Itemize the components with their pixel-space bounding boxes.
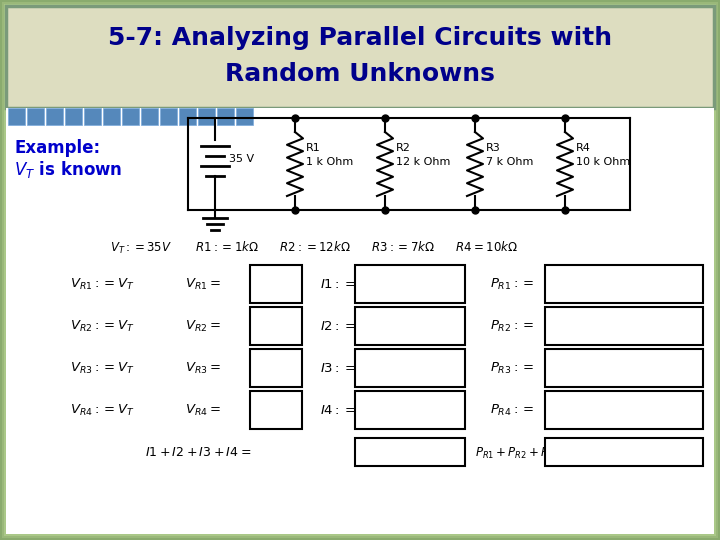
Bar <box>545 349 703 387</box>
Text: Random Unknowns: Random Unknowns <box>225 62 495 86</box>
Bar <box>65 108 82 125</box>
Bar <box>545 307 703 345</box>
Text: $V_{R4} := V_T$: $V_{R4} := V_T$ <box>70 402 135 417</box>
Text: $I2 :=$: $I2 :=$ <box>320 320 356 333</box>
Text: $P_{R1} + P_{R2} + P_{R3} + P_{R4} =$: $P_{R1} + P_{R2} + P_{R3} + P_{R4} =$ <box>475 446 605 461</box>
Text: $V_{R1} := V_T$: $V_{R1} := V_T$ <box>70 276 135 292</box>
Bar <box>250 307 302 345</box>
Text: $V_{R3} := V_T$: $V_{R3} := V_T$ <box>70 361 135 375</box>
Bar <box>8 108 25 125</box>
Bar <box>250 265 302 303</box>
Bar <box>198 108 215 125</box>
Text: Example:: Example: <box>14 139 100 157</box>
Text: $P_{R2} :=$: $P_{R2} :=$ <box>490 319 534 334</box>
Text: 5-7: Analyzing Parallel Circuits with: 5-7: Analyzing Parallel Circuits with <box>108 26 612 50</box>
Text: $P_{R3} :=$: $P_{R3} :=$ <box>490 361 534 375</box>
Bar <box>217 108 234 125</box>
Text: $V_{R4} =$: $V_{R4} =$ <box>185 402 221 417</box>
Bar <box>355 438 465 466</box>
Text: 12 k Ohm: 12 k Ohm <box>396 157 451 167</box>
Text: $V_{R1} =$: $V_{R1} =$ <box>185 276 221 292</box>
Bar <box>122 108 139 125</box>
Bar <box>160 108 177 125</box>
Text: $I1 + I2 + I3 + I4 =$: $I1 + I2 + I3 + I4 =$ <box>145 447 251 460</box>
Text: $P_{R4} :=$: $P_{R4} :=$ <box>490 402 534 417</box>
Text: 7 k Ohm: 7 k Ohm <box>486 157 534 167</box>
Text: $I4 :=$: $I4 :=$ <box>320 403 356 416</box>
Text: 35 V: 35 V <box>229 154 254 164</box>
Text: $V_{R3} =$: $V_{R3} =$ <box>185 361 221 375</box>
Bar <box>236 108 253 125</box>
Bar <box>545 438 703 466</box>
Text: $P_{R1} :=$: $P_{R1} :=$ <box>490 276 534 292</box>
Bar <box>355 391 465 429</box>
Text: $V_T := 35V$       $R1 := 1k\Omega$      $R2 := 12k\Omega$      $R3 := 7k\Omega$: $V_T := 35V$ $R1 := 1k\Omega$ $R2 := 12k… <box>110 240 518 256</box>
Bar <box>6 6 714 108</box>
Bar <box>46 108 63 125</box>
Bar <box>545 265 703 303</box>
Bar <box>6 108 714 534</box>
Bar <box>84 108 101 125</box>
Bar <box>179 108 196 125</box>
Text: R3: R3 <box>486 143 500 153</box>
Text: 1 k Ohm: 1 k Ohm <box>306 157 354 167</box>
Bar <box>141 108 158 125</box>
Bar <box>355 265 465 303</box>
Text: R1: R1 <box>306 143 320 153</box>
Text: R2: R2 <box>396 143 411 153</box>
Text: $V_{R2} =$: $V_{R2} =$ <box>185 319 221 334</box>
Text: 10 k Ohm: 10 k Ohm <box>576 157 630 167</box>
Text: $I3 :=$: $I3 :=$ <box>320 361 356 375</box>
Text: R4: R4 <box>576 143 591 153</box>
Text: $V_{R2} := V_T$: $V_{R2} := V_T$ <box>70 319 135 334</box>
Text: $I1 :=$: $I1 :=$ <box>320 278 356 291</box>
Bar <box>250 391 302 429</box>
Bar <box>250 349 302 387</box>
Text: $V_T$ is known: $V_T$ is known <box>14 159 122 180</box>
Bar <box>355 307 465 345</box>
Bar <box>103 108 120 125</box>
Bar <box>355 349 465 387</box>
Bar <box>27 108 44 125</box>
Bar <box>545 391 703 429</box>
